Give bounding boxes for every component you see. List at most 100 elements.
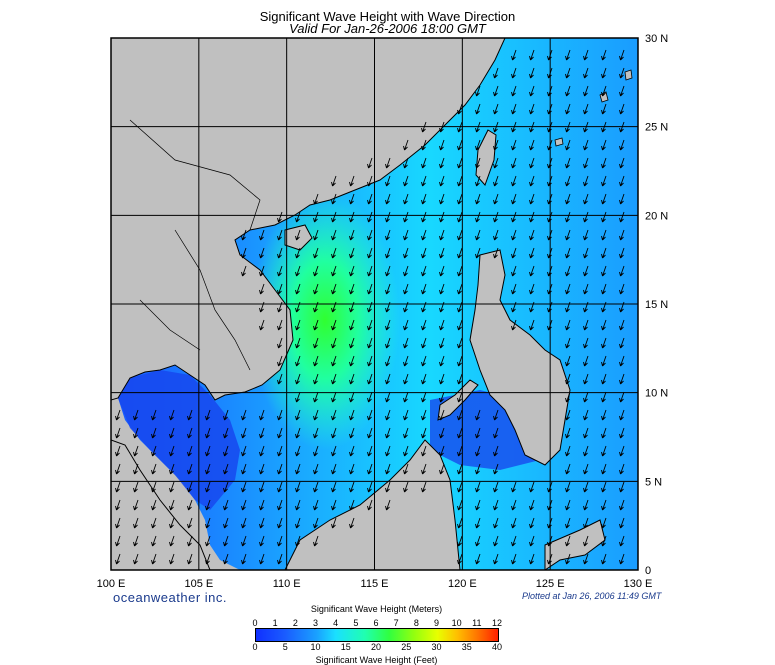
wave-arrow (583, 481, 589, 493)
wave-arrow (493, 67, 499, 79)
wave-arrow (313, 229, 319, 241)
wave-arrow (241, 499, 247, 511)
wave-arrow (493, 229, 499, 241)
wave-arrow (619, 247, 625, 259)
wave-arrow (439, 175, 445, 187)
wave-arrow (331, 427, 337, 439)
wave-arrow (133, 445, 139, 457)
wave-arrow (601, 481, 607, 493)
wave-arrow (331, 247, 337, 259)
wave-arrow (259, 427, 265, 439)
wave-arrow (277, 463, 283, 475)
wave-arrow (151, 445, 157, 457)
colorbar-tick-label: 2 (292, 618, 298, 628)
wave-arrow (277, 373, 283, 385)
wave-arrow (241, 247, 247, 259)
wave-arrow (493, 499, 499, 511)
wave-arrow (223, 427, 229, 439)
wave-arrow (475, 175, 481, 187)
wave-arrow (457, 409, 463, 421)
wave-arrow (457, 229, 463, 241)
wave-arrow (349, 283, 355, 295)
wave-arrow (475, 481, 481, 493)
wave-arrow (187, 517, 193, 529)
wave-arrow (385, 409, 391, 421)
wave-arrow (583, 265, 589, 277)
wave-arrow (349, 391, 355, 403)
wave-arrow (511, 553, 517, 565)
wave-arrow (439, 157, 445, 169)
wave-arrow (259, 481, 265, 493)
wave-arrow (529, 85, 535, 97)
wave-arrow (439, 301, 445, 313)
wave-arrow (115, 463, 121, 475)
wave-arrow (277, 409, 283, 421)
wave-arrow (367, 193, 373, 205)
wave-arrow (439, 355, 445, 367)
longitude-label: 115 E (361, 578, 389, 590)
wave-arrow (583, 535, 589, 547)
wave-arrow (349, 427, 355, 439)
wave-arrow (313, 463, 319, 475)
wave-arrow (133, 553, 139, 565)
wave-arrow (295, 247, 301, 259)
wave-arrow (619, 283, 625, 295)
wave-arrow (565, 499, 571, 511)
wave-arrow (421, 175, 427, 187)
wave-arrow (439, 319, 445, 331)
wave-arrow (223, 409, 229, 421)
wave-arrow (493, 445, 499, 457)
wave-arrow (493, 85, 499, 97)
colorbar (255, 628, 499, 642)
wave-arrow (547, 229, 553, 241)
wave-arrow (529, 553, 535, 565)
wave-arrow (187, 535, 193, 547)
wave-arrow (511, 517, 517, 529)
wave-arrow (619, 337, 625, 349)
wave-arrow (259, 319, 265, 331)
wave-arrow (601, 445, 607, 457)
wave-arrow (169, 409, 175, 421)
wave-arrow (385, 283, 391, 295)
wave-arrow (565, 517, 571, 529)
colorbar-tick-label: 1 (272, 618, 278, 628)
wave-arrow (619, 319, 625, 331)
wave-arrow (619, 517, 625, 529)
wave-arrow (403, 247, 409, 259)
wave-arrow (565, 121, 571, 133)
wave-arrow (277, 517, 283, 529)
wave-arrow (295, 391, 301, 403)
wave-arrow (601, 499, 607, 511)
wave-arrow (205, 481, 211, 493)
ryukyu-island (554, 137, 564, 147)
wave-arrow (331, 517, 337, 529)
wave-arrow (475, 193, 481, 205)
wave-arrow (511, 85, 517, 97)
wave-arrow (403, 175, 409, 187)
colorbar-tick-label: 25 (401, 642, 412, 652)
wave-arrow (421, 121, 427, 133)
map-title: Significant Wave Height with Wave Direct… (259, 9, 516, 24)
wave-arrow (457, 319, 463, 331)
wave-arrow (529, 319, 535, 331)
colorbar-tick-label: 8 (413, 618, 419, 628)
wave-arrow (529, 103, 535, 115)
wave-arrow (619, 265, 625, 277)
wave-arrow (565, 247, 571, 259)
wave-arrow (421, 445, 427, 457)
wave-arrow (493, 139, 499, 151)
wave-arrow (259, 463, 265, 475)
wave-arrow (583, 157, 589, 169)
wave-arrow (133, 409, 139, 421)
wave-arrow (349, 175, 355, 187)
wave-arrow (529, 157, 535, 169)
latitude-label: 25 N (645, 122, 668, 134)
wave-arrow (601, 391, 607, 403)
wave-arrow (313, 247, 319, 259)
wave-arrow (547, 535, 553, 547)
wave-arrow (475, 553, 481, 565)
wave-arrow (457, 355, 463, 367)
wave-arrow (313, 481, 319, 493)
wave-arrow (583, 319, 589, 331)
wave-arrow (619, 229, 625, 241)
